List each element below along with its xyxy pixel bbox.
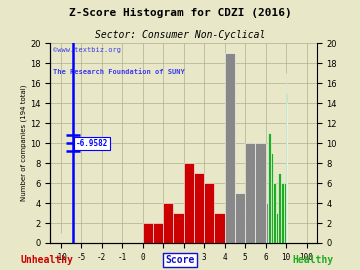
Bar: [268, 133, 271, 243]
Bar: [225, 53, 235, 243]
Bar: [278, 173, 281, 243]
Bar: [271, 153, 273, 243]
Text: The Research Foundation of SUNY: The Research Foundation of SUNY: [53, 69, 185, 75]
Bar: [174, 213, 184, 243]
Bar: [284, 183, 286, 243]
Text: Score: Score: [165, 255, 195, 265]
Bar: [276, 213, 278, 243]
Bar: [255, 143, 266, 243]
Bar: [184, 163, 194, 243]
Y-axis label: Number of companies (194 total): Number of companies (194 total): [21, 85, 27, 201]
Text: ©www.textbiz.org: ©www.textbiz.org: [53, 47, 121, 53]
Bar: [194, 173, 204, 243]
Bar: [153, 223, 163, 243]
Bar: [214, 213, 225, 243]
Text: Sector: Consumer Non-Cyclical: Sector: Consumer Non-Cyclical: [95, 30, 265, 40]
Bar: [235, 193, 245, 243]
Text: Healthy: Healthy: [293, 255, 334, 265]
Bar: [163, 203, 174, 243]
Bar: [204, 183, 214, 243]
Bar: [273, 183, 276, 243]
Text: Z-Score Histogram for CDZI (2016): Z-Score Histogram for CDZI (2016): [69, 8, 291, 18]
Bar: [281, 183, 284, 243]
Bar: [143, 223, 153, 243]
Text: -6.9582: -6.9582: [76, 139, 108, 148]
Bar: [245, 143, 255, 243]
Text: Unhealthy: Unhealthy: [21, 255, 73, 265]
Bar: [266, 203, 268, 243]
